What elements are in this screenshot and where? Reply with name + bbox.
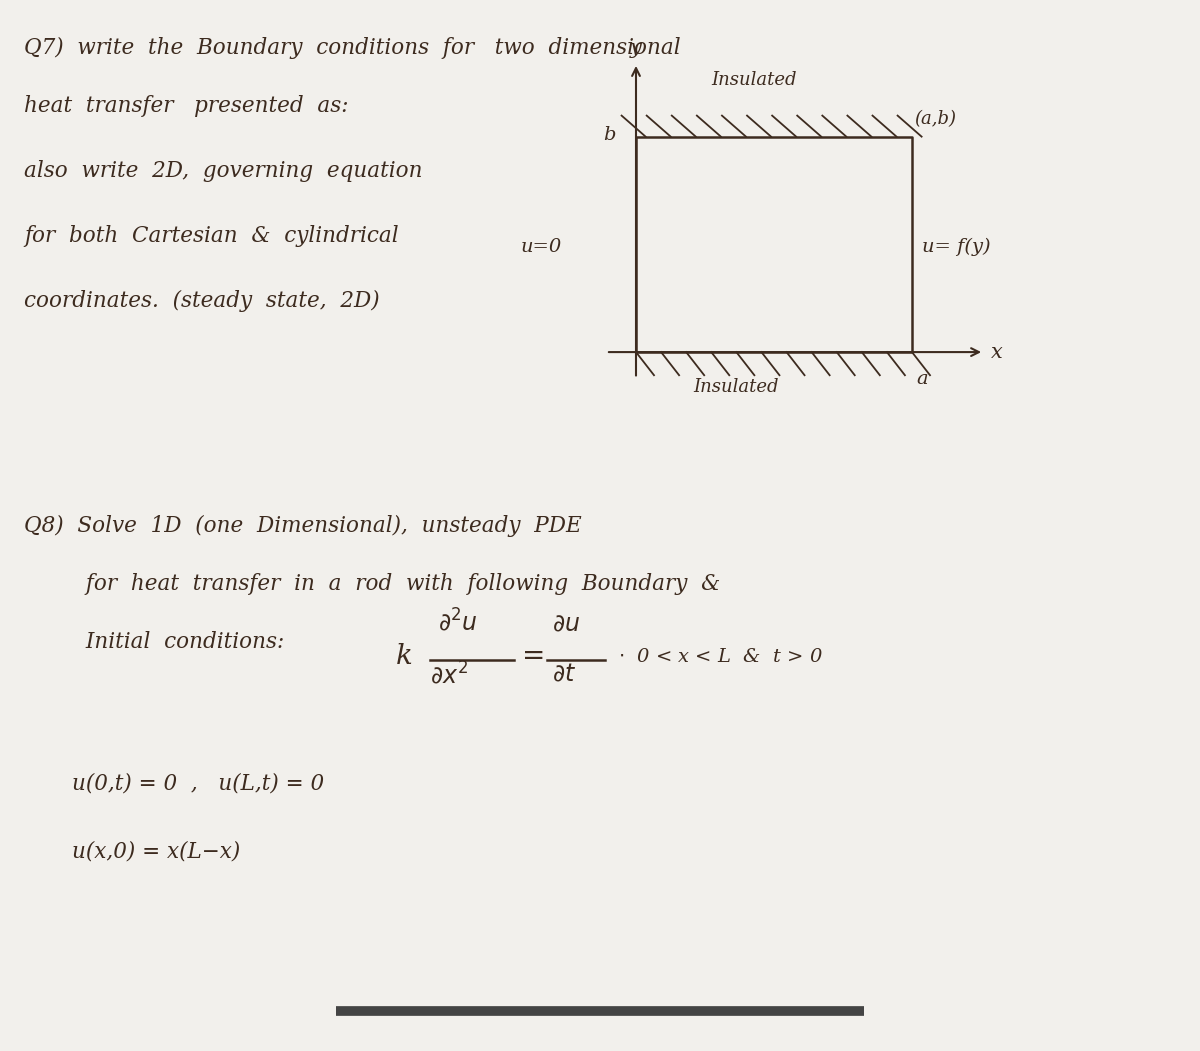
Text: $\partial^2 u$: $\partial^2 u$ <box>438 609 478 636</box>
Text: for  heat  transfer  in  a  rod  with  following  Boundary  &: for heat transfer in a rod with followin… <box>24 573 720 595</box>
Text: u=0: u=0 <box>521 238 562 256</box>
Text: Insulated: Insulated <box>692 378 779 396</box>
Text: k: k <box>396 643 413 671</box>
Text: Q8)  Solve  1D  (one  Dimensional),  unsteady  PDE: Q8) Solve 1D (one Dimensional), unsteady… <box>24 515 582 537</box>
Text: $\partial x^2$: $\partial x^2$ <box>430 662 468 689</box>
Text: u= f(y): u= f(y) <box>922 238 990 256</box>
Text: a: a <box>917 370 929 388</box>
Text: x: x <box>991 343 1003 362</box>
Text: Initial  conditions:: Initial conditions: <box>24 631 284 653</box>
Text: u(x,0) = x(L−x): u(x,0) = x(L−x) <box>72 841 240 863</box>
Text: $\cdot$  0 < x < L  &  t > 0: $\cdot$ 0 < x < L & t > 0 <box>618 647 823 666</box>
Text: u(0,t) = 0  ,   u(L,t) = 0: u(0,t) = 0 , u(L,t) = 0 <box>72 772 324 795</box>
Text: y: y <box>630 39 642 58</box>
Text: coordinates.  (steady  state,  2D): coordinates. (steady state, 2D) <box>24 290 379 312</box>
Text: (a,b): (a,b) <box>914 110 956 128</box>
Text: Q7)  write  the  Boundary  conditions  for   two  dimensional: Q7) write the Boundary conditions for tw… <box>24 37 680 59</box>
Text: $\partial t$: $\partial t$ <box>552 662 576 685</box>
Text: b: b <box>604 125 616 144</box>
Text: heat  transfer   presented  as:: heat transfer presented as: <box>24 95 348 117</box>
Text: also  write  2D,  governing  equation: also write 2D, governing equation <box>24 160 422 182</box>
Text: =: = <box>522 643 545 671</box>
Text: $\partial u$: $\partial u$ <box>552 613 580 636</box>
Text: for  both  Cartesian  &  cylindrical: for both Cartesian & cylindrical <box>24 225 398 247</box>
Text: Insulated: Insulated <box>710 71 797 89</box>
